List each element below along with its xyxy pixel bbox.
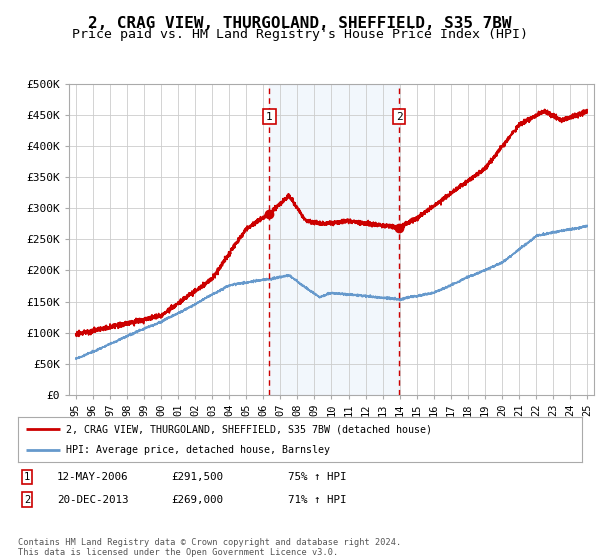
Text: 20-DEC-2013: 20-DEC-2013 xyxy=(57,494,128,505)
Text: £291,500: £291,500 xyxy=(171,472,223,482)
Text: 1: 1 xyxy=(24,472,30,482)
Text: 2: 2 xyxy=(396,111,403,122)
Text: 71% ↑ HPI: 71% ↑ HPI xyxy=(288,494,347,505)
Text: £269,000: £269,000 xyxy=(171,494,223,505)
Text: HPI: Average price, detached house, Barnsley: HPI: Average price, detached house, Barn… xyxy=(66,445,330,455)
Bar xyxy=(269,84,399,395)
Text: 2, CRAG VIEW, THURGOLAND, SHEFFIELD, S35 7BW: 2, CRAG VIEW, THURGOLAND, SHEFFIELD, S35… xyxy=(88,16,512,31)
Text: Price paid vs. HM Land Registry's House Price Index (HPI): Price paid vs. HM Land Registry's House … xyxy=(72,28,528,41)
Text: 2, CRAG VIEW, THURGOLAND, SHEFFIELD, S35 7BW (detached house): 2, CRAG VIEW, THURGOLAND, SHEFFIELD, S35… xyxy=(66,424,432,435)
Text: 75% ↑ HPI: 75% ↑ HPI xyxy=(288,472,347,482)
Text: 1: 1 xyxy=(266,111,273,122)
Text: 12-MAY-2006: 12-MAY-2006 xyxy=(57,472,128,482)
Text: 2: 2 xyxy=(24,494,30,505)
Text: Contains HM Land Registry data © Crown copyright and database right 2024.
This d: Contains HM Land Registry data © Crown c… xyxy=(18,538,401,557)
